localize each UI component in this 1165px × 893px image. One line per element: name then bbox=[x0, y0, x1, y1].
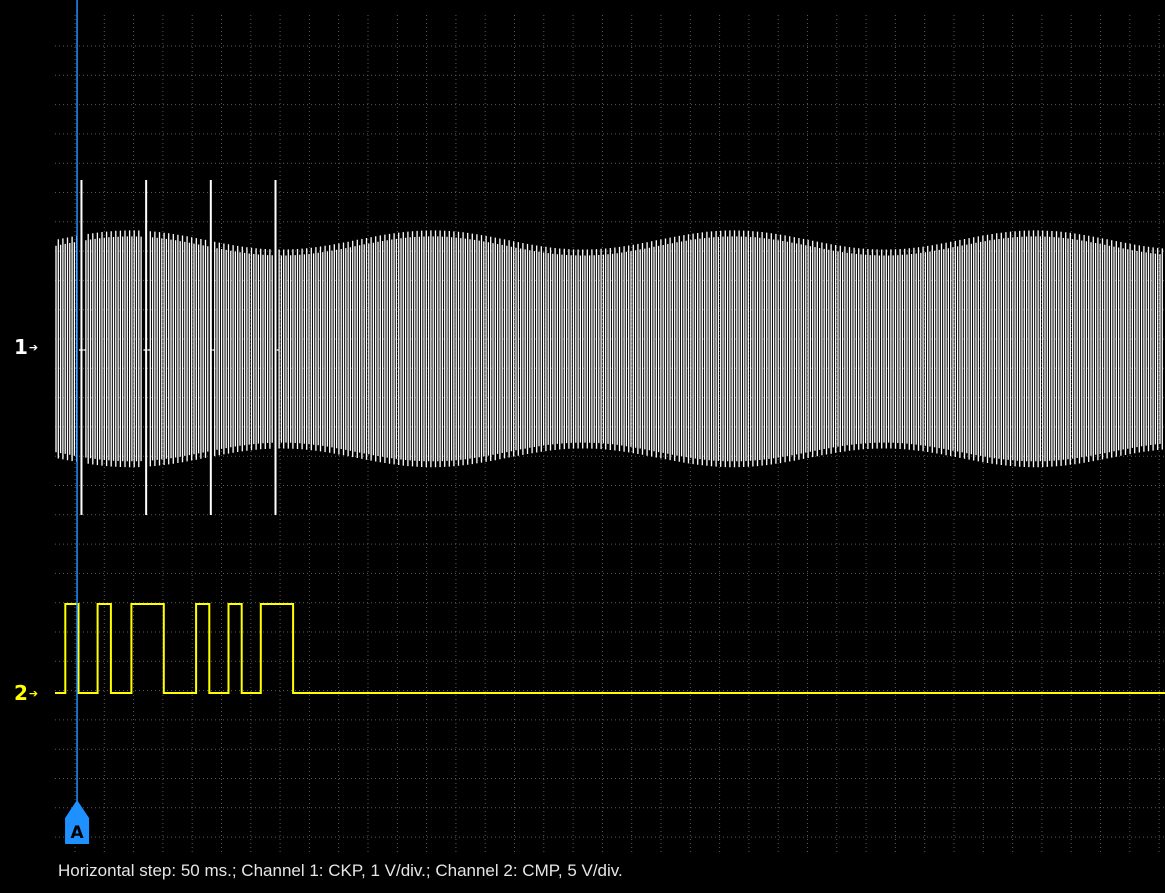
cursor-a-flag-icon bbox=[65, 800, 90, 844]
cursor-a-label: A bbox=[70, 823, 84, 843]
channel-2-arrow-icon: ➔ bbox=[28, 687, 39, 700]
cursor-a[interactable]: A bbox=[65, 0, 90, 844]
status-text: Horizontal step: 50 ms.; Channel 1: CKP,… bbox=[58, 861, 623, 880]
channel-1-arrow-icon: ➔ bbox=[28, 341, 39, 354]
channel-1-number: 1 bbox=[14, 335, 28, 359]
channel-1-trace bbox=[55, 180, 1163, 515]
cmp-square-wave bbox=[55, 603, 1165, 694]
channel-1-marker[interactable]: 1➔ bbox=[14, 337, 38, 358]
channel-2-marker[interactable]: 2➔ bbox=[14, 683, 38, 704]
channel-2-trace bbox=[55, 603, 1165, 694]
channel-2-number: 2 bbox=[14, 681, 28, 705]
ckp-teeth bbox=[55, 230, 1163, 468]
